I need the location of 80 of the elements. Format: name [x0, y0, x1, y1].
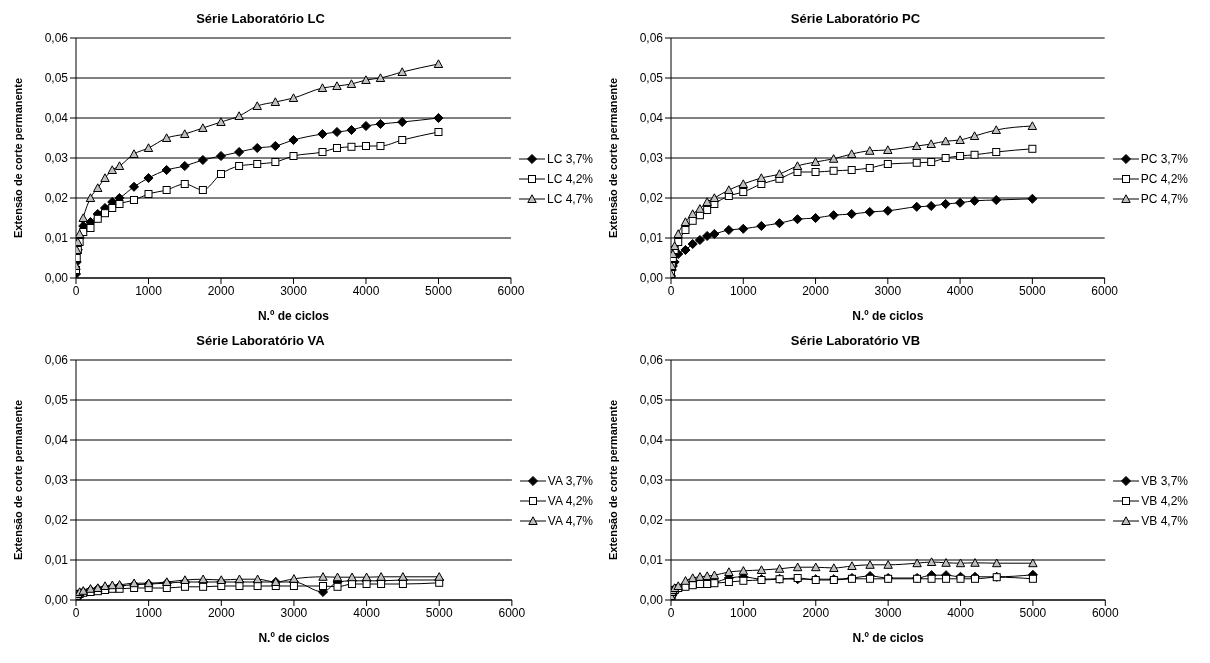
y-tick-label: 0,06	[639, 353, 664, 368]
y-tick-label: 0,03	[44, 473, 69, 488]
x-tick-label: 2000	[802, 283, 830, 298]
x-tick-label: 4000	[947, 605, 975, 620]
x-tick-label: 6000	[1091, 605, 1119, 620]
x-tick-label: 1000	[135, 283, 163, 298]
y-tick-label: 0,04	[44, 433, 69, 448]
legend-label: VB 3,7%	[1141, 474, 1188, 488]
y-axis-title: Extensão de corte permanente	[11, 399, 24, 561]
y-tick-label: 0,06	[44, 353, 69, 368]
legend-label: VA 4,2%	[547, 494, 593, 508]
x-tick-label: 5000	[425, 605, 453, 620]
chart-title: Série Laboratório VB	[789, 332, 922, 350]
legend-label: PC 3,7%	[1140, 152, 1188, 166]
y-tick-label: 0,02	[639, 191, 664, 206]
chart-title: Série Laboratório VA	[195, 332, 326, 350]
x-tick-label: 3000	[280, 283, 308, 298]
x-tick-label: 0	[72, 605, 80, 620]
y-axis-title: Extensão de corte permanente	[11, 77, 24, 239]
x-tick-label: 5000	[1019, 283, 1047, 298]
chart-title: Série Laboratório PC	[789, 10, 922, 28]
x-tick-label: 2000	[802, 605, 830, 620]
x-tick-label: 6000	[1091, 283, 1119, 298]
y-tick-label: 0,02	[44, 191, 69, 206]
y-tick-label: 0,04	[639, 433, 664, 448]
x-tick-label: 3000	[874, 605, 902, 620]
y-tick-label: 0,03	[639, 151, 664, 166]
x-tick-label: 5000	[425, 283, 453, 298]
legend-label: LC 4,2%	[546, 172, 593, 186]
y-tick-label: 0,04	[639, 111, 664, 126]
legend-label: VB 4,7%	[1141, 514, 1188, 528]
y-tick-label: 0,03	[639, 473, 664, 488]
x-tick-label: 6000	[497, 283, 525, 298]
y-tick-label: 0,00	[639, 593, 664, 608]
x-tick-label: 3000	[874, 283, 902, 298]
y-tick-label: 0,03	[44, 151, 69, 166]
y-tick-label: 0,05	[44, 71, 69, 86]
legend-label: VA 4,7%	[547, 514, 593, 528]
y-axis-title: Extensão de corte permanente	[606, 77, 619, 239]
y-tick-label: 0,01	[639, 553, 664, 568]
y-tick-label: 0,01	[44, 553, 69, 568]
y-tick-label: 0,06	[639, 31, 664, 46]
x-tick-label: 0	[72, 283, 80, 298]
y-tick-label: 0,00	[44, 593, 69, 608]
x-axis-title: N.º de ciclos	[258, 631, 330, 645]
chart-title: Série Laboratório LC	[195, 10, 326, 28]
y-axis-title: Extensão de corte permanente	[606, 399, 619, 561]
y-tick-label: 0,02	[639, 513, 664, 528]
x-tick-label: 5000	[1019, 605, 1047, 620]
x-tick-label: 2000	[207, 605, 235, 620]
x-tick-label: 1000	[730, 605, 758, 620]
legend-label: VB 4,2%	[1141, 494, 1188, 508]
x-tick-label: 0	[667, 605, 675, 620]
x-tick-label: 0	[667, 283, 675, 298]
y-tick-label: 0,02	[44, 513, 69, 528]
y-tick-label: 0,04	[44, 111, 69, 126]
legend-label: LC 3,7%	[546, 152, 593, 166]
x-tick-label: 4000	[946, 283, 974, 298]
legend-label: LC 4,7%	[546, 192, 593, 206]
legend-label: PC 4,2%	[1140, 172, 1188, 186]
x-tick-label: 6000	[498, 605, 526, 620]
x-axis-title: N.º de ciclos	[852, 309, 924, 323]
x-tick-label: 4000	[353, 605, 381, 620]
y-tick-label: 0,05	[639, 393, 664, 408]
x-axis-title: N.º de ciclos	[257, 309, 330, 323]
x-tick-label: 1000	[729, 283, 757, 298]
y-tick-label: 0,05	[44, 393, 69, 408]
y-tick-label: 0,01	[44, 231, 69, 246]
legend-label: VA 3,7%	[547, 474, 593, 488]
x-tick-label: 1000	[135, 605, 163, 620]
x-tick-label: 3000	[280, 605, 308, 620]
y-tick-label: 0,06	[44, 31, 69, 46]
y-tick-label: 0,00	[639, 271, 664, 286]
x-tick-label: 2000	[207, 283, 235, 298]
legend-label: PC 4,7%	[1140, 192, 1188, 206]
y-tick-label: 0,00	[44, 271, 69, 286]
x-axis-title: N.º de ciclos	[852, 631, 925, 645]
y-tick-label: 0,05	[639, 71, 664, 86]
x-tick-label: 4000	[352, 283, 380, 298]
y-tick-label: 0,01	[639, 231, 664, 246]
